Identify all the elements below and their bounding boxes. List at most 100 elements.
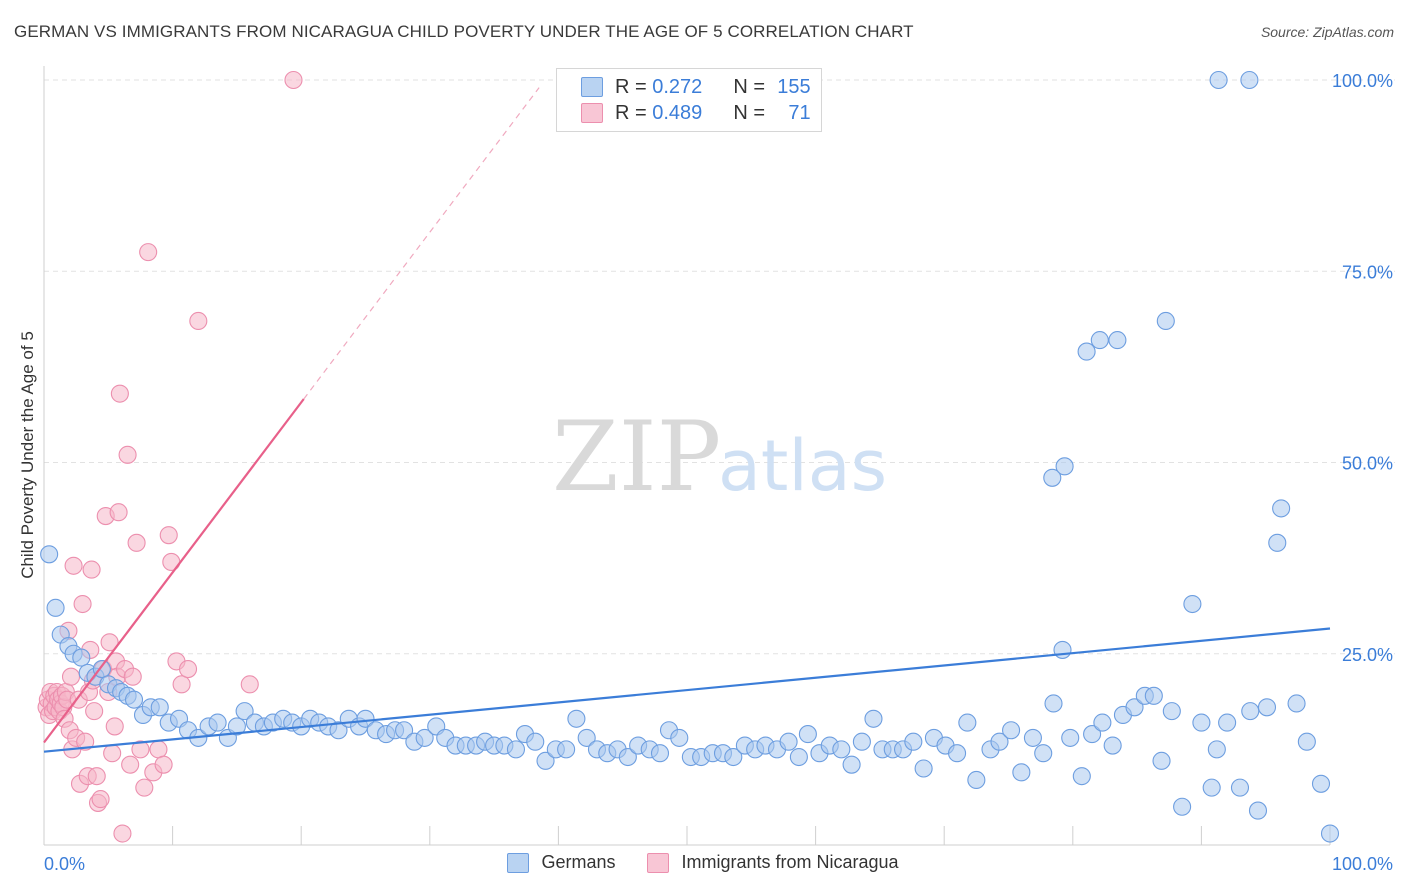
point-germans: [124, 690, 144, 709]
point-germans: [557, 740, 576, 759]
point-germans: [1297, 732, 1316, 751]
series-legend: Germans Immigrants from Nicaragua: [0, 852, 1406, 873]
legend-n-value: 71: [788, 101, 811, 124]
point-germans: [46, 598, 65, 617]
trend-line-nicaragua-extension: [303, 87, 540, 400]
point-germans: [967, 770, 986, 790]
legend-swatch-germans: [507, 852, 530, 873]
point-nicaragua: [64, 556, 83, 575]
legend-r-value: 0.272: [652, 75, 703, 98]
point-germans: [1240, 70, 1259, 90]
point-germans: [1230, 778, 1250, 797]
grid-lines: [44, 79, 1395, 655]
legend-swatch-germans: [581, 77, 603, 97]
point-germans: [415, 728, 434, 747]
point-nicaragua: [113, 824, 132, 843]
point-germans: [779, 732, 798, 751]
point-nicaragua: [61, 667, 81, 686]
legend-n-value: 155: [777, 75, 811, 98]
point-nicaragua: [172, 675, 191, 694]
point-nicaragua: [118, 445, 137, 464]
point-nicaragua: [284, 70, 303, 90]
point-germans: [1077, 342, 1096, 361]
watermark-atlas: atlas: [718, 425, 887, 507]
point-germans: [948, 744, 967, 763]
point-nicaragua: [154, 755, 173, 774]
point-germans: [1002, 721, 1021, 740]
point-germans: [1012, 763, 1031, 782]
point-germans: [1034, 744, 1053, 763]
legend-swatch-nicaragua: [581, 103, 603, 123]
point-germans: [1272, 499, 1291, 518]
point-germans: [618, 747, 637, 767]
point-nicaragua: [178, 659, 198, 679]
trend-line-germans: [43, 627, 1331, 753]
point-germans: [536, 751, 555, 770]
point-germans: [1207, 740, 1226, 759]
point-nicaragua: [159, 526, 178, 545]
point-nicaragua: [73, 594, 92, 614]
point-germans: [1202, 778, 1221, 797]
point-germans: [650, 744, 670, 763]
point-nicaragua: [139, 243, 158, 262]
point-nicaragua: [100, 633, 119, 652]
point-germans: [1218, 713, 1237, 732]
point-germans: [724, 747, 743, 767]
legend-label-germans: Germans: [541, 852, 616, 872]
legend-r-label: R =: [615, 101, 647, 124]
point-germans: [1044, 694, 1063, 713]
point-germans: [832, 740, 851, 759]
point-germans: [567, 709, 586, 728]
point-germans: [526, 732, 545, 751]
point-nicaragua: [110, 384, 129, 403]
point-germans: [1083, 725, 1102, 744]
legend-label-nicaragua: Immigrants from Nicaragua: [681, 852, 899, 872]
legend-n-label: N =: [733, 75, 766, 98]
point-germans: [1053, 640, 1072, 659]
point-germans: [904, 732, 923, 751]
point-germans: [1093, 713, 1112, 732]
point-nicaragua: [149, 740, 168, 759]
legend-item-germans: Germans: [507, 852, 615, 873]
point-germans: [395, 721, 414, 740]
point-germans: [356, 709, 375, 728]
point-germans: [208, 713, 227, 732]
point-germans: [72, 648, 91, 667]
trend-line-nicaragua: [43, 398, 305, 744]
point-nicaragua: [76, 732, 95, 751]
point-germans: [1173, 797, 1192, 816]
point-germans: [1156, 311, 1175, 331]
point-nicaragua: [189, 311, 208, 331]
point-germans: [1320, 824, 1340, 843]
point-nicaragua: [91, 790, 110, 809]
point-germans: [1061, 728, 1080, 747]
point-germans: [1257, 698, 1277, 717]
point-germans: [1241, 702, 1260, 721]
point-germans: [958, 713, 977, 732]
source-label: Source: ZipAtlas.com: [1260, 24, 1394, 40]
trend-lines: [43, 87, 1331, 753]
point-germans: [1152, 751, 1171, 770]
point-germans: [329, 721, 348, 740]
point-germans: [1162, 702, 1181, 721]
series-nicaragua-points: [37, 70, 303, 843]
legend-row-nicaragua: R = 0.489 N = 71: [581, 100, 811, 126]
point-germans: [1125, 698, 1144, 717]
point-germans: [670, 728, 689, 747]
point-germans: [1248, 801, 1268, 820]
point-nicaragua: [87, 767, 106, 786]
point-nicaragua: [105, 717, 124, 736]
point-germans: [227, 717, 246, 736]
point-germans: [1183, 594, 1202, 614]
legend-r-label: R =: [615, 75, 647, 98]
y-tick-label: 75.0%: [1342, 262, 1393, 282]
point-nicaragua: [85, 702, 104, 721]
point-germans: [789, 747, 808, 767]
legend-item-nicaragua: Immigrants from Nicaragua: [647, 852, 899, 873]
watermark-zip: ZIP: [552, 401, 721, 513]
point-nicaragua: [103, 744, 122, 763]
point-nicaragua: [109, 503, 128, 522]
point-germans: [798, 725, 817, 744]
correlation-legend: R = 0.272 N = 155 R = 0.489 N = 71: [556, 68, 822, 132]
